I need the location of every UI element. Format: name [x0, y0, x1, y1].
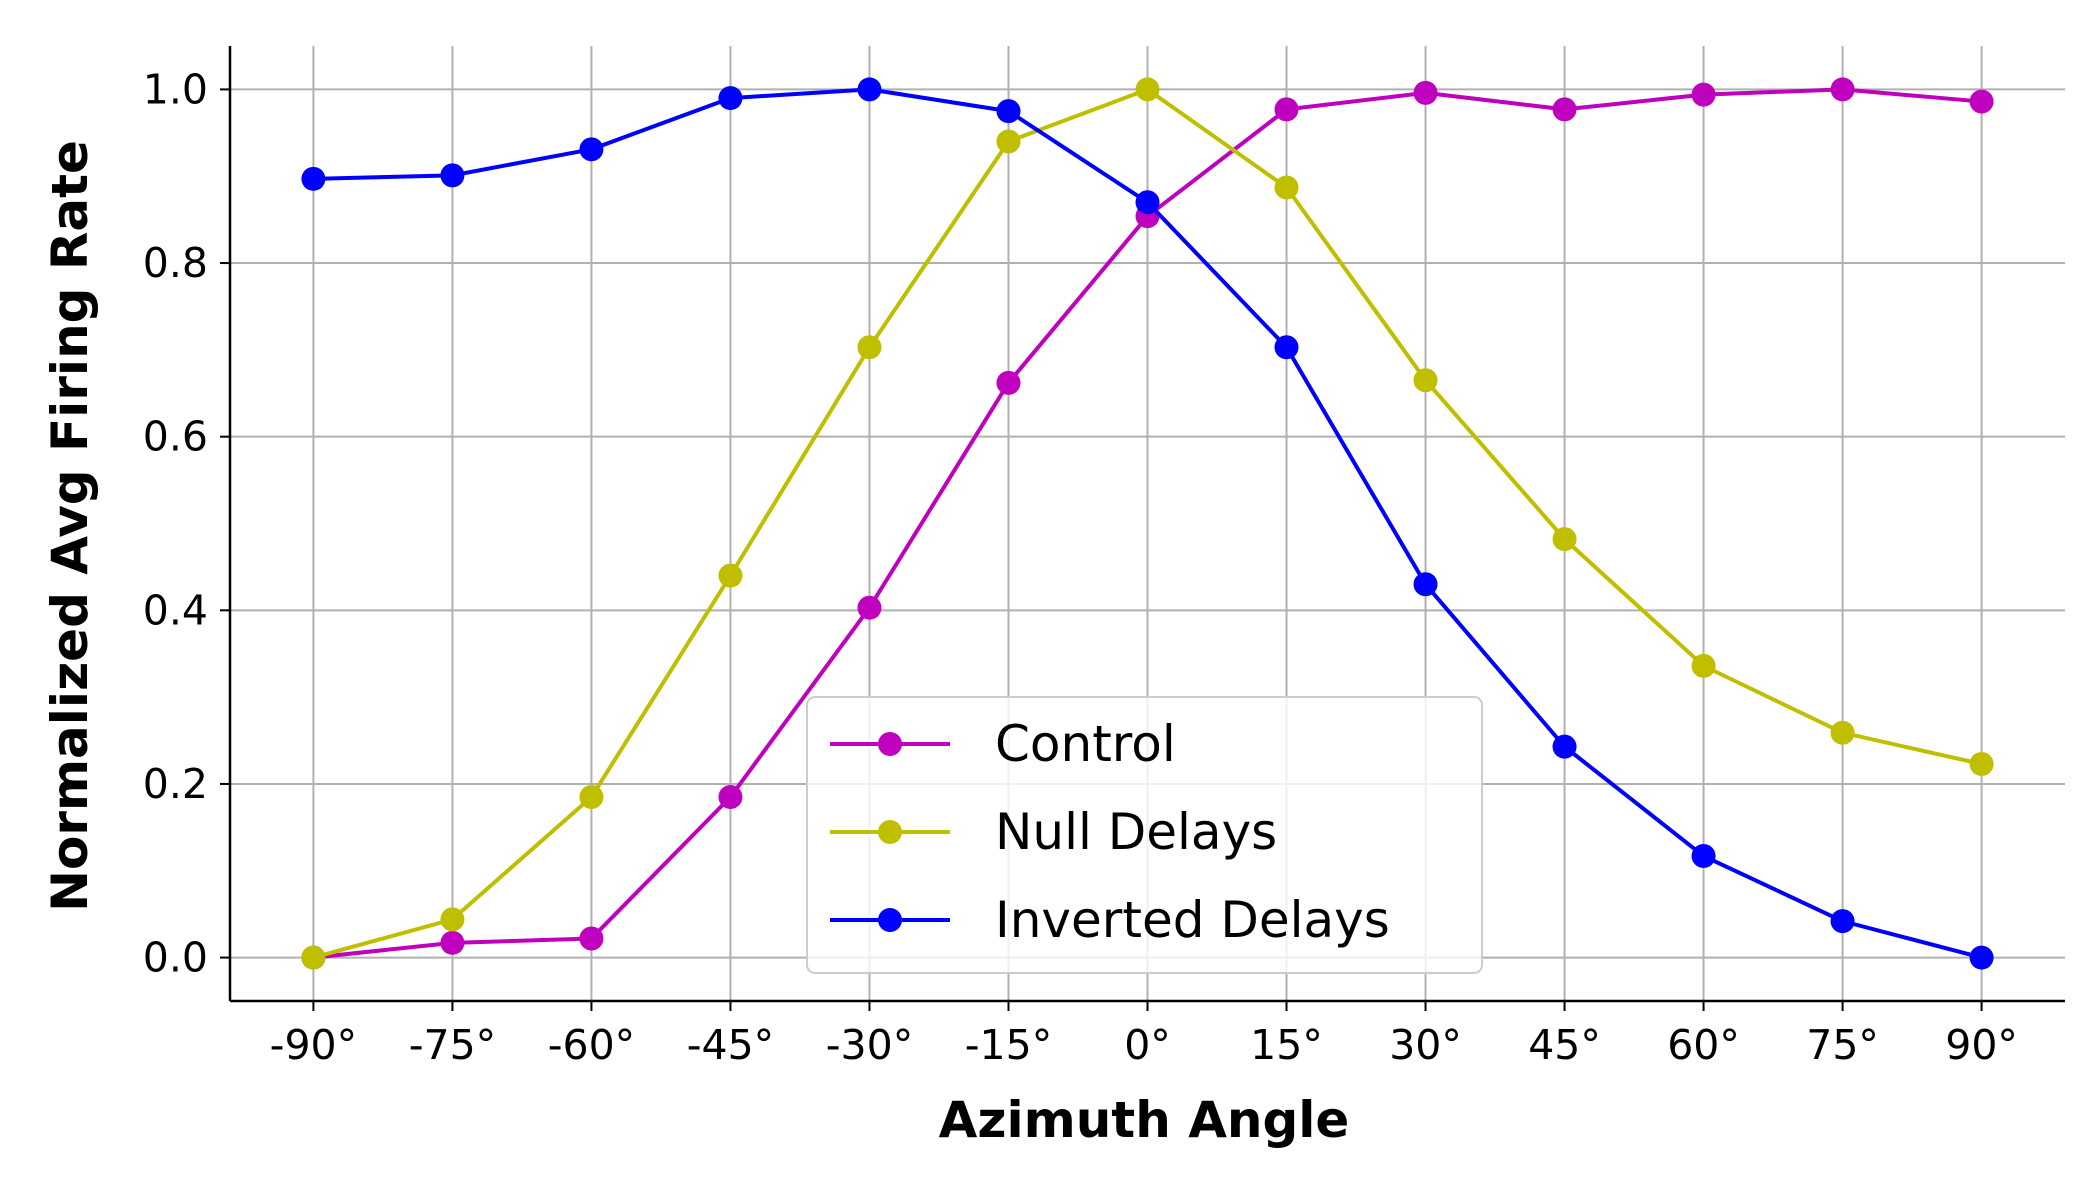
legend-label: Inverted Delays	[995, 891, 1390, 949]
legend-item: Null Delays	[830, 803, 1277, 861]
y-tick-label: 0.8	[143, 239, 208, 287]
data-point	[1691, 82, 1716, 107]
legend: Control Null Delays Inverted Delays	[806, 696, 1483, 974]
legend-item: Control	[830, 715, 1176, 773]
data-point	[996, 129, 1021, 154]
data-point	[1552, 97, 1577, 122]
data-point	[1691, 844, 1716, 869]
data-point	[718, 86, 743, 111]
data-point	[857, 595, 882, 620]
data-point	[301, 166, 326, 191]
legend-item: Inverted Delays	[830, 891, 1390, 949]
data-point	[1135, 190, 1160, 215]
y-tick-label: 0.4	[143, 586, 208, 634]
series-group	[301, 77, 1994, 970]
x-tick-label: -60°	[548, 1021, 635, 1069]
series-null-delays	[301, 77, 1994, 970]
y-tick-label: 0.0	[143, 934, 208, 982]
data-point	[1413, 368, 1438, 393]
y-tick-label: 0.6	[143, 413, 208, 461]
data-point	[1413, 572, 1438, 597]
tick-labels: -90° -75° -60° -45° -30° -15° 0° 15° 30° 45° 60° 75…	[143, 65, 2018, 1069]
data-point	[440, 163, 465, 188]
x-tick-label: -15°	[965, 1021, 1052, 1069]
data-point	[996, 99, 1021, 124]
data-point	[1691, 653, 1716, 678]
data-point	[1552, 527, 1577, 552]
x-tick-label: 75°	[1806, 1021, 1879, 1069]
series-control	[301, 77, 1994, 970]
series-inverted-delays	[301, 77, 1994, 970]
data-point	[1413, 80, 1438, 105]
data-point	[1135, 77, 1160, 102]
data-point	[579, 926, 604, 951]
data-point	[857, 335, 882, 360]
x-tick-label: 30°	[1389, 1021, 1462, 1069]
legend-marker	[878, 820, 902, 844]
data-point	[301, 945, 326, 970]
data-point	[440, 907, 465, 932]
x-tick-label: 45°	[1528, 1021, 1601, 1069]
data-point	[718, 563, 743, 588]
data-point	[1969, 89, 1994, 114]
data-point	[1274, 97, 1299, 122]
data-point	[1830, 77, 1855, 102]
data-point	[996, 370, 1021, 395]
x-tick-label: -30°	[826, 1021, 913, 1069]
axes	[220, 46, 2065, 1011]
data-point	[1274, 175, 1299, 200]
x-tick-label: 90°	[1945, 1021, 2018, 1069]
legend-label: Control	[995, 715, 1176, 773]
x-tick-label: -45°	[687, 1021, 774, 1069]
legend-marker	[878, 908, 902, 932]
x-tick-label: 15°	[1250, 1021, 1323, 1069]
data-point	[1830, 909, 1855, 934]
data-point	[1969, 945, 1994, 970]
legend-label: Null Delays	[995, 803, 1277, 861]
y-axis-title: Normalized Avg Firing Rate	[41, 140, 99, 912]
data-point	[857, 77, 882, 102]
x-tick-label: -75°	[409, 1021, 496, 1069]
data-point	[1969, 751, 1994, 776]
data-point	[579, 784, 604, 809]
x-tick-label: 0°	[1124, 1021, 1171, 1069]
data-point	[1830, 720, 1855, 745]
x-tick-label: 60°	[1667, 1021, 1740, 1069]
data-point	[718, 784, 743, 809]
data-point	[579, 137, 604, 162]
x-axis-title: Azimuth Angle	[939, 1091, 1350, 1149]
y-tick-label: 1.0	[143, 65, 208, 113]
data-point	[1274, 335, 1299, 360]
y-tick-label: 0.2	[143, 760, 208, 808]
data-point	[440, 930, 465, 955]
legend-box	[806, 696, 1483, 974]
legend-marker	[878, 732, 902, 756]
data-point	[1552, 734, 1577, 759]
x-tick-label: -90°	[270, 1021, 357, 1069]
